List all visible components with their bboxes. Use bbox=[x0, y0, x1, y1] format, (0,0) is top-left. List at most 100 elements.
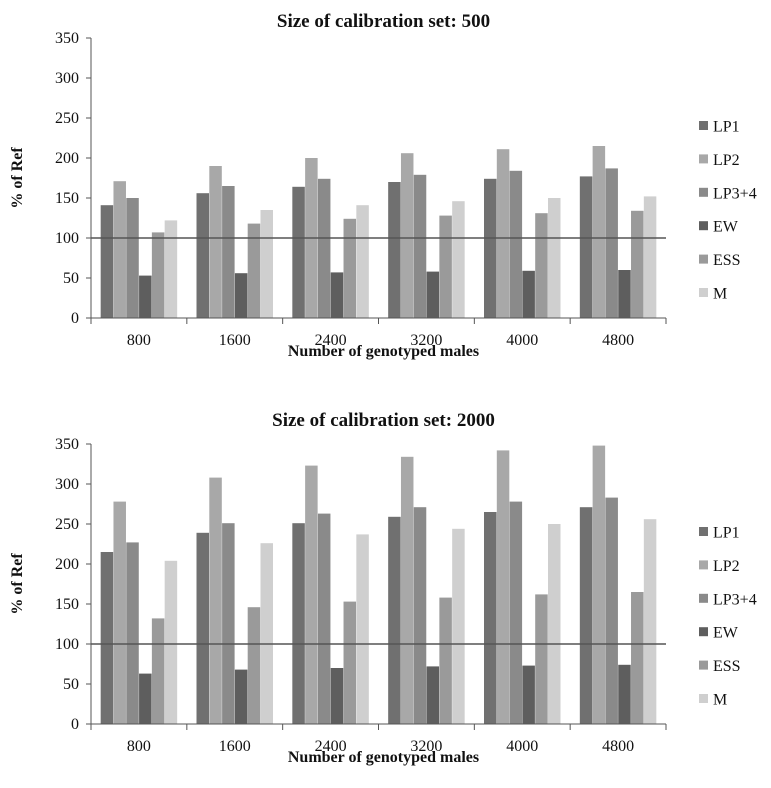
bar-lp34-1600 bbox=[222, 523, 235, 724]
x-axis-label: Number of genotyped males bbox=[288, 749, 479, 766]
x-tick-label: 800 bbox=[127, 332, 151, 349]
y-tick-label: 50 bbox=[63, 676, 79, 693]
x-tick-label: 1600 bbox=[219, 738, 251, 755]
bar-lp34-4800 bbox=[605, 168, 618, 318]
bar-lp1-3200 bbox=[388, 516, 401, 724]
bar-ew-3200 bbox=[426, 271, 440, 318]
legend-swatch-m bbox=[699, 288, 708, 297]
y-tick-label: 350 bbox=[55, 436, 79, 453]
legend-label-ew: EW bbox=[713, 219, 739, 236]
bar-lp2-4800 bbox=[592, 146, 606, 318]
bar-lp34-1600 bbox=[222, 186, 235, 318]
legend-label-lp34: LP3+4 bbox=[713, 185, 757, 202]
bar-lp2-800 bbox=[113, 501, 126, 724]
bar-ew-2400 bbox=[330, 272, 344, 318]
legend-swatch-lp1 bbox=[699, 121, 708, 130]
bar-m-1600 bbox=[260, 543, 273, 724]
bar-lp2-4000 bbox=[496, 450, 510, 724]
bar-ew-4800 bbox=[618, 270, 631, 318]
y-tick-label: 250 bbox=[55, 110, 79, 127]
bar-m-800 bbox=[164, 560, 178, 724]
bar-m-2400 bbox=[356, 534, 369, 724]
y-tick-label: 50 bbox=[63, 270, 79, 287]
bar-lp1-4000 bbox=[484, 178, 497, 318]
legend-label-ess: ESS bbox=[713, 252, 741, 269]
x-tick-label: 3200 bbox=[410, 332, 442, 349]
chart-title: Size of calibration set: 2000 bbox=[272, 410, 495, 431]
bar-m-4800 bbox=[643, 196, 657, 318]
y-tick-label: 0 bbox=[71, 310, 79, 327]
y-tick-label: 250 bbox=[55, 516, 79, 533]
legend-swatch-lp34 bbox=[699, 187, 708, 197]
bar-lp1-800 bbox=[100, 552, 114, 724]
x-tick-label: 2400 bbox=[315, 738, 347, 755]
legend-label-m: M bbox=[713, 286, 727, 303]
bar-lp2-3200 bbox=[400, 153, 414, 318]
bar-lp2-2400 bbox=[305, 465, 318, 724]
legend-swatch-lp34 bbox=[699, 593, 708, 603]
y-tick-label: 200 bbox=[55, 556, 79, 573]
y-tick-label: 150 bbox=[55, 596, 79, 613]
legend: LP1 LP2 LP3+4 EW ESS M bbox=[699, 525, 757, 709]
bar-lp1-4000 bbox=[484, 512, 497, 724]
bar-ess-2400 bbox=[343, 601, 357, 724]
bar-m-3200 bbox=[452, 528, 465, 724]
legend-swatch-ess bbox=[699, 660, 708, 670]
bar-lp34-4000 bbox=[509, 170, 523, 318]
legend-swatch-ess bbox=[699, 254, 708, 264]
legend-label-lp2: LP2 bbox=[713, 152, 740, 169]
bar-lp2-1600 bbox=[209, 166, 222, 318]
bar-ew-4800 bbox=[618, 664, 631, 724]
bar-lp1-2400 bbox=[292, 186, 305, 318]
bar-lp2-4800 bbox=[592, 445, 606, 724]
bar-ew-3200 bbox=[426, 666, 440, 724]
bar-lp34-4000 bbox=[509, 501, 523, 724]
bar-lp34-3200 bbox=[413, 174, 427, 318]
bar-lp1-4800 bbox=[579, 507, 593, 724]
chart-panel-2: Size of calibration set: 2000 0 50 100 150 20… bbox=[9, 410, 757, 766]
legend-swatch-lp2 bbox=[699, 560, 708, 570]
legend-label-lp1: LP1 bbox=[713, 525, 740, 542]
bar-lp2-4000 bbox=[496, 149, 510, 318]
y-tick-label: 200 bbox=[55, 150, 79, 167]
legend-swatch-lp1 bbox=[699, 527, 708, 536]
legend-swatch-ew bbox=[699, 627, 708, 637]
bar-lp2-1600 bbox=[209, 477, 222, 724]
bar-lp1-4800 bbox=[579, 176, 593, 318]
legend-label-lp2: LP2 bbox=[713, 558, 740, 575]
bar-ess-2400 bbox=[343, 218, 357, 318]
bar-lp1-800 bbox=[100, 205, 114, 318]
bar-lp1-2400 bbox=[292, 523, 305, 724]
bar-m-1600 bbox=[260, 210, 273, 318]
y-tick-label: 350 bbox=[55, 30, 79, 47]
bar-lp34-3200 bbox=[413, 507, 427, 724]
bar-ew-2400 bbox=[330, 668, 344, 724]
bar-ew-4000 bbox=[522, 270, 535, 318]
bar-m-3200 bbox=[452, 201, 465, 318]
chart-panel-1: Size of calibration set: 500 0 50 100 150 200… bbox=[9, 11, 757, 360]
legend-label-lp34: LP3+4 bbox=[713, 591, 757, 608]
bar-ess-800 bbox=[151, 618, 165, 724]
bar-ew-1600 bbox=[234, 669, 248, 724]
bar-lp1-1600 bbox=[196, 193, 209, 318]
bar-lp34-4800 bbox=[605, 497, 618, 724]
bar-ew-800 bbox=[139, 275, 152, 318]
x-axis-label: Number of genotyped males bbox=[288, 343, 479, 360]
bar-m-4000 bbox=[548, 524, 561, 724]
legend: LP1 LP2 LP3+4 EW ESS M bbox=[699, 119, 757, 303]
bar-m-4800 bbox=[643, 519, 657, 724]
bar-ess-4000 bbox=[535, 213, 548, 318]
bar-lp34-2400 bbox=[317, 178, 331, 318]
bar-ew-1600 bbox=[234, 273, 248, 318]
legend-swatch-ew bbox=[699, 221, 708, 231]
chart-title: Size of calibration set: 500 bbox=[277, 11, 490, 32]
x-tick-label: 4800 bbox=[602, 738, 634, 755]
x-tick-label: 3200 bbox=[410, 738, 442, 755]
legend-label-ess: ESS bbox=[713, 658, 741, 675]
bar-m-800 bbox=[164, 220, 178, 318]
bar-lp34-800 bbox=[126, 198, 139, 318]
bar-ew-4000 bbox=[522, 665, 535, 724]
x-tick-label: 4800 bbox=[602, 332, 634, 349]
legend-label-ew: EW bbox=[713, 625, 739, 642]
bar-ess-4800 bbox=[631, 210, 644, 318]
